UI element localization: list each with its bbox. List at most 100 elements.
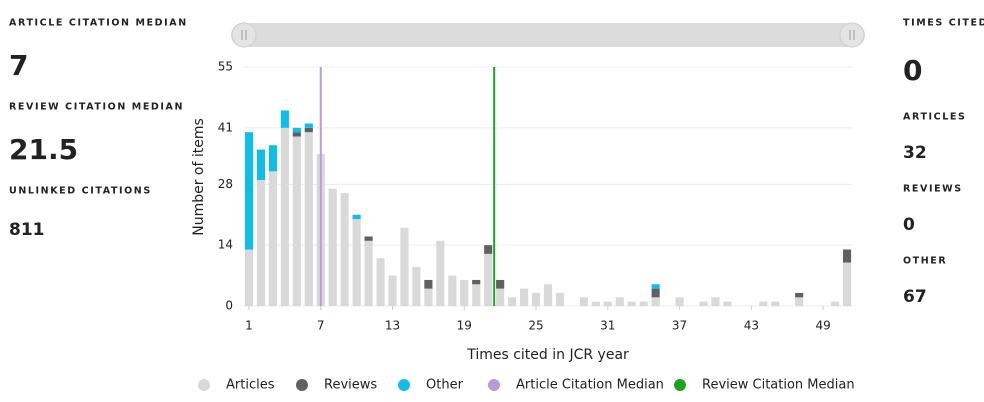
bar-segment <box>496 279 505 289</box>
bar-segment <box>591 301 600 306</box>
bar-segment <box>842 262 852 306</box>
bar-segment <box>496 288 505 306</box>
bar-segment <box>472 279 481 285</box>
bar-segment <box>412 266 421 306</box>
bar-segment <box>543 284 553 306</box>
bar-segment <box>675 297 684 306</box>
x-tick-label: 7 <box>317 319 325 333</box>
stat-label: OTHER <box>903 256 947 267</box>
y-tick-label: 14 <box>218 238 233 252</box>
legend-swatch <box>488 379 500 391</box>
stat-label: REVIEWS <box>903 184 963 195</box>
x-tick-label: 31 <box>600 319 615 333</box>
bar-segment <box>352 214 361 220</box>
legend-swatch <box>296 379 308 391</box>
stat-value: 0 <box>903 215 915 235</box>
bar-segment <box>460 279 469 306</box>
bar-segment <box>280 127 289 306</box>
bar-segment <box>244 132 254 250</box>
stat-label: REVIEW CITATION MEDIAN <box>9 102 184 113</box>
bar-segment <box>555 292 565 306</box>
bar-segment <box>484 253 493 306</box>
stat-value: 0 <box>903 54 922 87</box>
bar-segment <box>651 284 660 289</box>
bar-segment <box>603 301 612 306</box>
legend-label: Article Citation Median <box>516 378 664 393</box>
bar-segment <box>795 292 804 298</box>
y-tick-label: 28 <box>218 177 233 191</box>
bar-segment <box>244 249 254 306</box>
stat-value: 21.5 <box>9 133 78 166</box>
bar-segment <box>388 275 397 306</box>
bar-segment <box>292 136 301 306</box>
x-axis-label: Times cited in JCR year <box>466 347 629 363</box>
legend-label: Reviews <box>324 378 377 393</box>
bar-segment <box>771 301 780 306</box>
y-tick-label: 41 <box>218 120 233 134</box>
bar-segment <box>364 240 373 306</box>
bar-segment <box>268 171 277 306</box>
bar-segment <box>520 288 529 306</box>
bar-segment <box>842 249 852 263</box>
stat-label: UNLINKED CITATIONS <box>9 186 152 197</box>
bar-segment <box>292 127 301 133</box>
y-tick-label: 55 <box>218 60 233 74</box>
bar-segment <box>651 297 660 306</box>
range-handle-right[interactable] <box>839 22 865 48</box>
bar-segment <box>436 240 445 306</box>
legend-label: Review Citation Median <box>702 378 855 393</box>
legend-swatch <box>674 379 686 391</box>
bar-segment <box>484 245 493 254</box>
bar-segment <box>579 297 588 306</box>
bar-segment <box>364 236 373 241</box>
bar-segment <box>292 132 301 137</box>
bar-segment <box>376 258 385 306</box>
x-tick-label: 49 <box>815 319 830 333</box>
stat-label: ARTICLE CITATION MEDIAN <box>9 18 188 29</box>
bar-segment <box>352 219 361 306</box>
x-tick-label: 13 <box>385 319 400 333</box>
bar-segment <box>830 301 840 306</box>
legend-label: Other <box>426 378 464 393</box>
bar-segment <box>328 188 337 306</box>
x-tick-label: 19 <box>457 319 472 333</box>
bar-segment <box>304 127 313 133</box>
bar-segment <box>256 179 266 306</box>
bar-segment <box>723 301 732 306</box>
bar-segment <box>508 297 517 306</box>
x-tick-label: 1 <box>245 319 253 333</box>
bar-segment <box>615 297 624 306</box>
range-handle-left[interactable] <box>231 22 257 48</box>
stat-value: 32 <box>903 143 927 163</box>
legend-label: Articles <box>226 378 275 393</box>
bar-segment <box>268 145 277 172</box>
stat-value: 7 <box>9 49 28 82</box>
bar-segment <box>711 297 720 306</box>
stat-label: ARTICLES <box>903 112 966 123</box>
legend-swatch <box>398 379 410 391</box>
bar-segment <box>340 193 349 306</box>
range-track[interactable] <box>231 23 865 47</box>
bar-segment <box>400 227 409 306</box>
bar-segment <box>424 288 433 306</box>
bar-segment <box>795 297 804 306</box>
stat-value: 67 <box>903 287 927 307</box>
x-tick-label: 25 <box>528 319 543 333</box>
bar-segment <box>424 279 433 289</box>
stat-value: 811 <box>9 220 45 240</box>
x-tick-label: 37 <box>672 319 687 333</box>
x-tick-label: 43 <box>744 319 759 333</box>
bar-segment <box>531 292 541 306</box>
y-axis-label: Number of items <box>191 118 207 236</box>
bar-segment <box>699 301 708 306</box>
y-tick-label: 0 <box>225 299 233 313</box>
bar-segment <box>304 123 313 128</box>
bar-segment <box>627 301 636 306</box>
bar-segment <box>759 301 768 306</box>
bar-segment <box>639 301 648 306</box>
bar-segment <box>304 132 313 306</box>
legend-swatch <box>198 379 210 391</box>
bar-segment <box>256 149 266 180</box>
bar-segment <box>651 288 660 298</box>
